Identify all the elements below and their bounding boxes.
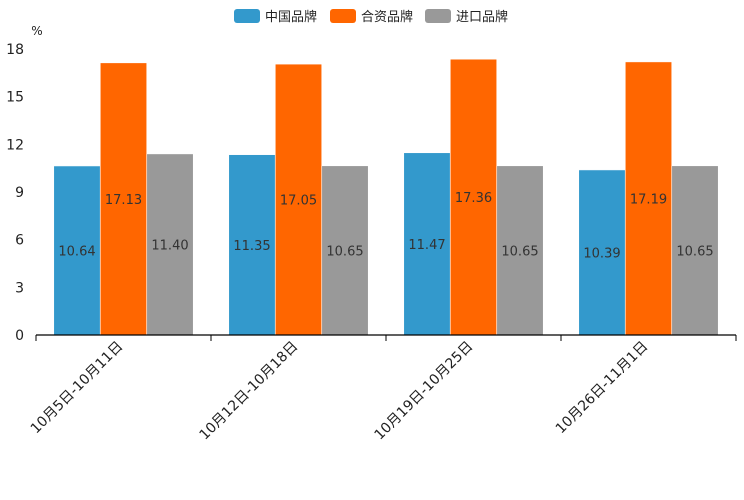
bar-1-2: [228, 154, 276, 336]
y-tick-label: 0: [15, 328, 24, 344]
x-axis: 10月5日-10月11日 10月12日-10月18日 10月19日-10月25日 10…: [28, 334, 737, 444]
bar-value-label: 17.36: [455, 191, 492, 206]
bar-2-1: [99, 62, 148, 336]
bar-3-2: [321, 165, 369, 336]
x-tick-label: 10月19日-10月25日: [371, 339, 476, 444]
y-tick-label: 3: [15, 280, 24, 296]
bar-value-label: 10.65: [676, 244, 713, 259]
bar-2-2: [274, 63, 323, 336]
bar-value-label: 11.47: [408, 238, 445, 253]
bar-value-label: 17.19: [630, 192, 667, 207]
bar-2-3: [449, 58, 498, 336]
bar-value-label: 11.40: [151, 238, 188, 253]
bar-value-label: 17.13: [105, 193, 142, 208]
bar-3-4: [671, 165, 719, 336]
y-axis: 0 3 6 9 12 15 18: [6, 42, 24, 344]
x-tick-label: 10月5日-10月11日: [28, 339, 127, 438]
legend-label-3: 进口品牌: [456, 9, 508, 25]
y-tick-label: 9: [15, 185, 24, 201]
legend-swatch-2: [330, 9, 356, 23]
bar-1-1: [53, 165, 101, 336]
bar-value-label: 10.65: [501, 244, 538, 259]
y-axis-unit-label: %: [31, 24, 42, 38]
bar-value-label: 10.65: [326, 244, 363, 259]
legend: 中国品牌 合资品牌 进口品牌: [234, 9, 508, 25]
bar-1-4: [578, 169, 626, 336]
bar-value-label: 10.39: [583, 246, 620, 261]
bar-value-label: 11.35: [233, 239, 270, 254]
y-tick-label: 12: [6, 137, 24, 153]
legend-swatch-3: [425, 9, 451, 23]
legend-label-2: 合资品牌: [361, 9, 413, 25]
legend-swatch-1: [234, 9, 260, 23]
y-tick-label: 18: [6, 42, 24, 58]
legend-label-1: 中国品牌: [265, 9, 317, 25]
y-tick-label: 6: [15, 233, 24, 249]
bar-3-1: [146, 153, 194, 336]
bar-value-label: 17.05: [280, 194, 317, 209]
bars: 10.64 17.13 11.40 11.35 17.05 10.65 11.47 17.36…: [53, 58, 719, 336]
x-tick-label: 10月26日-11月1日: [553, 339, 652, 438]
x-tick-label: 10月12日-10月18日: [196, 339, 301, 444]
bar-value-label: 10.64: [58, 244, 95, 259]
y-tick-label: 15: [6, 90, 24, 106]
